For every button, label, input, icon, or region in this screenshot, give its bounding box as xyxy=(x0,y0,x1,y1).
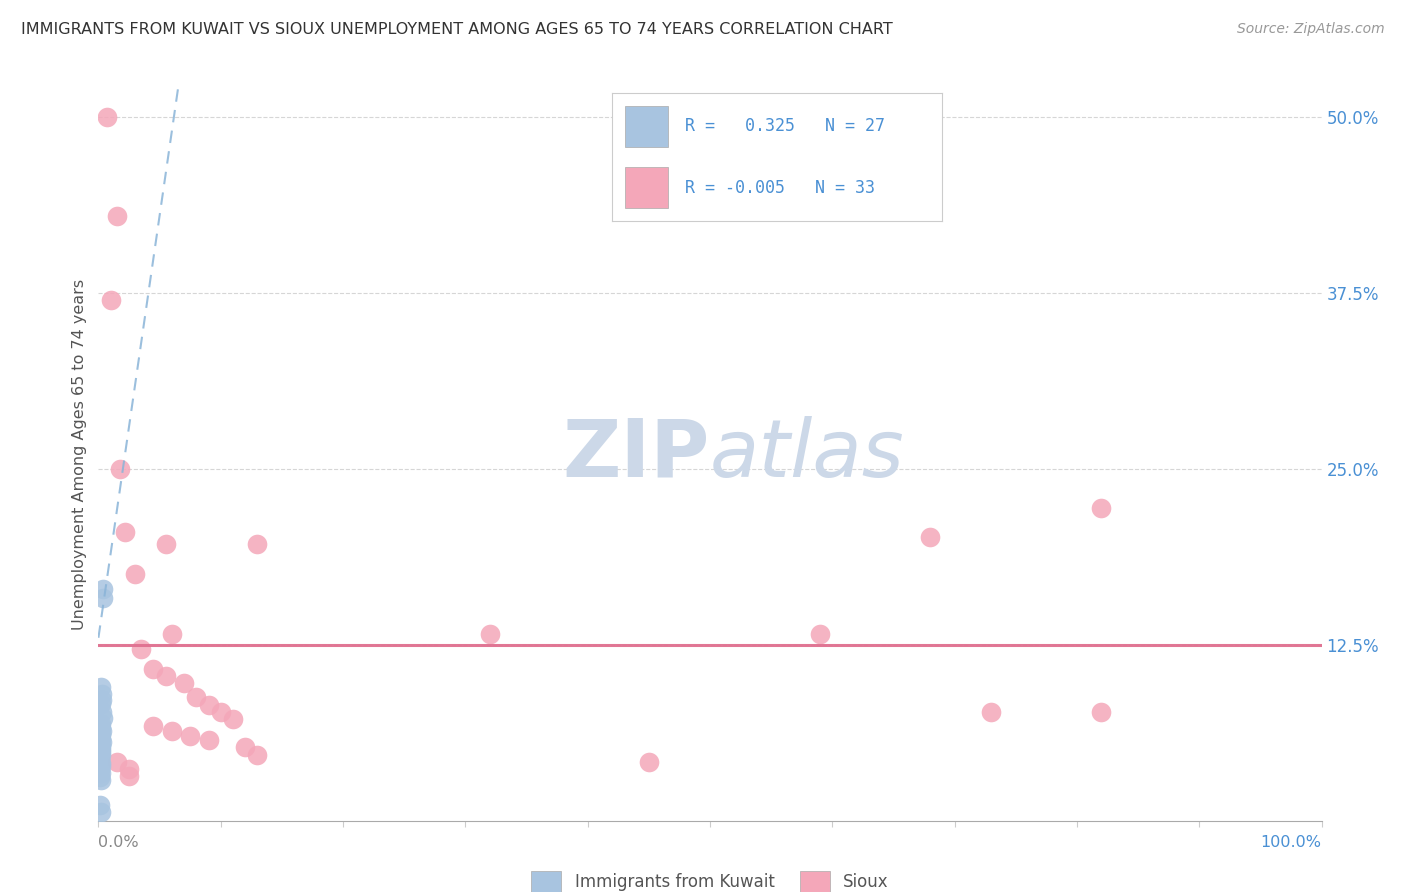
Point xyxy=(91,711,114,725)
Point xyxy=(114,525,136,540)
Point xyxy=(90,716,112,731)
Point xyxy=(160,723,183,738)
Point xyxy=(142,719,165,733)
Point xyxy=(197,698,219,713)
Point xyxy=(110,462,132,476)
Point xyxy=(142,662,165,676)
Text: Source: ZipAtlas.com: Source: ZipAtlas.com xyxy=(1237,22,1385,37)
Point xyxy=(91,723,114,738)
Text: atlas: atlas xyxy=(710,416,905,494)
Point xyxy=(89,798,111,813)
Text: 100.0%: 100.0% xyxy=(1261,836,1322,850)
Point xyxy=(91,582,114,596)
Point xyxy=(197,733,219,747)
Point xyxy=(96,111,118,125)
Y-axis label: Unemployment Among Ages 65 to 74 years: Unemployment Among Ages 65 to 74 years xyxy=(72,279,87,631)
Point xyxy=(90,747,112,762)
Point xyxy=(90,772,112,787)
Point xyxy=(89,763,111,777)
Point xyxy=(155,669,177,683)
Point xyxy=(105,209,128,223)
Point xyxy=(173,675,195,690)
Text: 0.0%: 0.0% xyxy=(98,836,139,850)
Text: ZIP: ZIP xyxy=(562,416,710,494)
Point xyxy=(1090,501,1112,516)
Point xyxy=(100,293,122,308)
Point xyxy=(233,740,256,755)
Point xyxy=(91,687,114,701)
Point xyxy=(1090,706,1112,720)
Point xyxy=(90,732,112,747)
Point xyxy=(91,591,114,606)
Point xyxy=(90,745,112,759)
Legend: Immigrants from Kuwait, Sioux: Immigrants from Kuwait, Sioux xyxy=(523,863,897,892)
Point xyxy=(186,690,208,704)
Point xyxy=(90,765,112,780)
Point xyxy=(90,728,112,742)
Point xyxy=(90,758,112,772)
Point xyxy=(90,735,112,749)
Point xyxy=(89,770,111,784)
Point xyxy=(118,769,141,783)
Point xyxy=(90,756,112,770)
Point xyxy=(209,706,232,720)
Point xyxy=(478,626,501,640)
Point xyxy=(980,706,1002,720)
Point xyxy=(246,747,269,762)
Point xyxy=(118,762,141,776)
Point xyxy=(155,536,177,550)
Point xyxy=(90,721,112,735)
Point xyxy=(90,742,112,756)
Point xyxy=(129,642,152,657)
Point xyxy=(160,626,183,640)
Point xyxy=(90,805,112,820)
Point xyxy=(90,680,112,694)
Point xyxy=(920,529,942,543)
Point xyxy=(179,729,201,743)
Point xyxy=(90,692,112,706)
Point xyxy=(124,567,146,582)
Point xyxy=(246,536,269,550)
Point xyxy=(808,626,831,640)
Point xyxy=(89,752,111,766)
Point xyxy=(91,706,114,720)
Point xyxy=(90,739,112,753)
Point xyxy=(90,697,112,711)
Point xyxy=(222,712,245,726)
Point xyxy=(638,755,661,769)
Point xyxy=(105,755,128,769)
Text: IMMIGRANTS FROM KUWAIT VS SIOUX UNEMPLOYMENT AMONG AGES 65 TO 74 YEARS CORRELATI: IMMIGRANTS FROM KUWAIT VS SIOUX UNEMPLOY… xyxy=(21,22,893,37)
